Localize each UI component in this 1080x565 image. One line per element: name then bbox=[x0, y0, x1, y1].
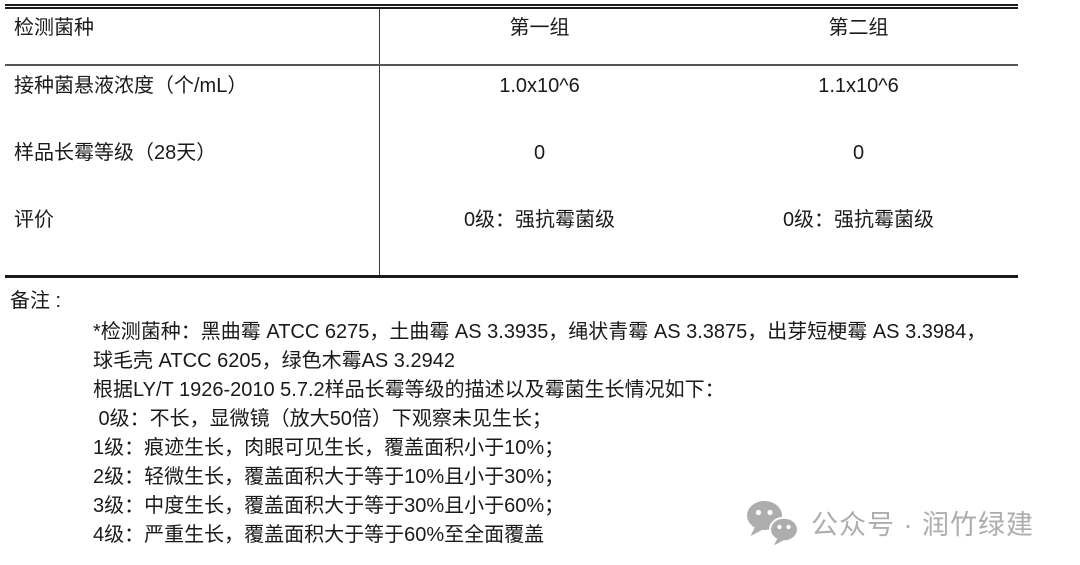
mold-test-table: 检测菌种 第一组 第二组 接种菌悬液浓度（个/mL） 1.0x10^6 1.1x… bbox=[5, 4, 1018, 278]
header-group-1: 第一组 bbox=[509, 17, 570, 39]
watermark: 公众号 · 润竹绿建 bbox=[744, 499, 1034, 551]
header-test-species: 检测菌种 bbox=[5, 9, 380, 64]
remark-line-grade-4: 4级：严重生长，覆盖面积大于等于60%至全面覆盖 bbox=[93, 524, 545, 546]
table-row: 样品长霉等级（28天） 0 0 bbox=[5, 133, 1018, 200]
table-row: 评价 0级：强抗霉菌级 0级：强抗霉菌级 bbox=[5, 200, 1018, 275]
table-header-row: 检测菌种 第一组 第二组 bbox=[5, 9, 1018, 66]
header-group-2: 第二组 bbox=[828, 17, 889, 39]
row-label-concentration: 接种菌悬液浓度（个/mL） bbox=[5, 66, 380, 133]
row-label-mold-grade: 样品长霉等级（28天） bbox=[5, 133, 380, 200]
remark-line-standard: 根据LY/T 1926-2010 5.7.2样品长霉等级的描述以及霉菌生长情况如… bbox=[93, 379, 725, 401]
remark-line-species-cont: 球毛壳 ATCC 6205，绿色木霉AS 3.2942 bbox=[93, 350, 455, 372]
evaluation-group-1: 0级：强抗霉菌级 bbox=[463, 209, 616, 231]
remark-line-grade-3: 3级：中度生长，覆盖面积大于等于30%且小于60%； bbox=[93, 495, 565, 517]
mold-grade-group-1: 0 bbox=[533, 142, 546, 164]
evaluation-group-2: 0级：强抗霉菌级 bbox=[782, 209, 935, 231]
wechat-icon bbox=[744, 499, 802, 551]
remark-line-grade-0: 0级：不长，显微镜（放大50倍）下观察未见生长； bbox=[93, 408, 552, 430]
remark-line-grade-1: 1级：痕迹生长，肉眼可见生长，覆盖面积小于10%； bbox=[93, 437, 565, 459]
remarks-label: 备注 : bbox=[10, 290, 62, 312]
remark-line-grade-2: 2级：轻微生长，覆盖面积大于等于10%且小于30%； bbox=[93, 466, 565, 488]
watermark-text: 公众号 · 润竹绿建 bbox=[811, 509, 1034, 540]
remarks-body: *检测菌种：黑曲霉 ATCC 6275，土曲霉 AS 3.3935，绳状青霉 A… bbox=[93, 318, 993, 550]
mold-grade-group-2: 0 bbox=[852, 142, 865, 164]
remark-line-species: *检测菌种：黑曲霉 ATCC 6275，土曲霉 AS 3.3935，绳状青霉 A… bbox=[93, 321, 987, 343]
concentration-group-1: 1.0x10^6 bbox=[499, 75, 580, 97]
row-label-evaluation: 评价 bbox=[5, 200, 380, 275]
table-row: 接种菌悬液浓度（个/mL） 1.0x10^6 1.1x10^6 bbox=[5, 66, 1018, 133]
concentration-group-2: 1.1x10^6 bbox=[818, 75, 899, 97]
